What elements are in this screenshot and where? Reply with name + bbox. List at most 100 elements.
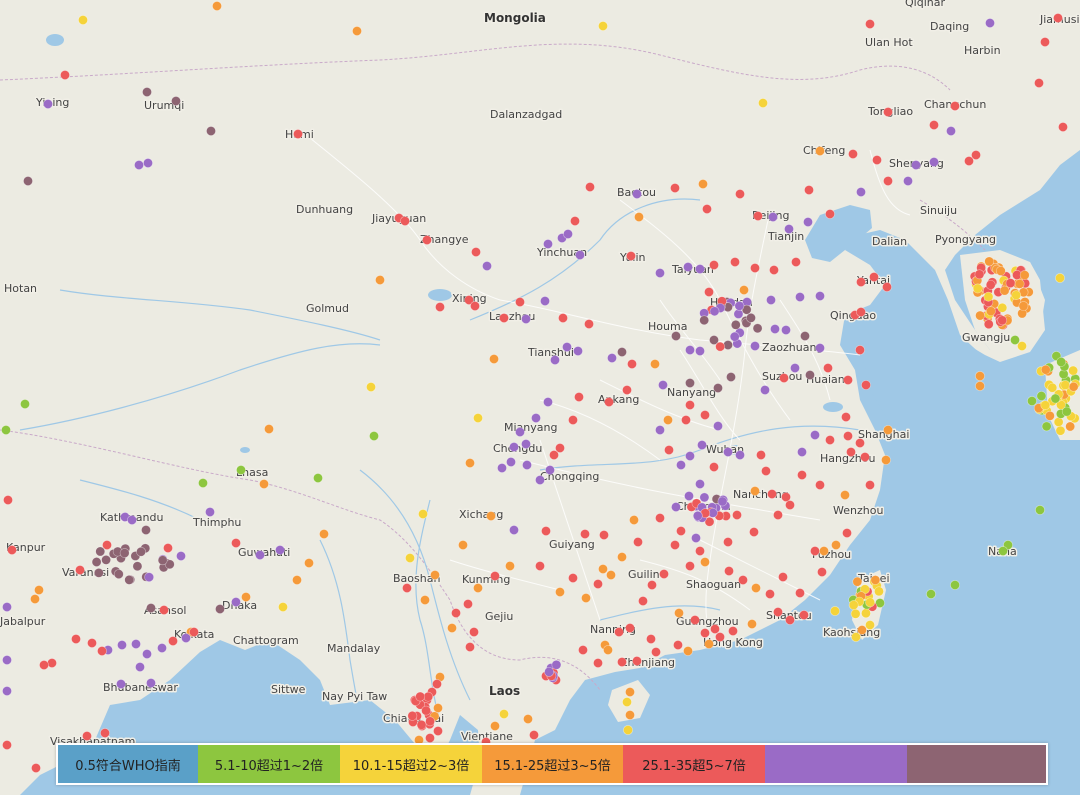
station-dot[interactable] (509, 442, 519, 452)
station-dot[interactable] (709, 335, 719, 345)
station-dot[interactable] (633, 537, 643, 547)
station-dot[interactable] (700, 628, 710, 638)
station-dot[interactable] (865, 480, 875, 490)
station-dot[interactable] (861, 380, 871, 390)
station-dot[interactable] (685, 345, 695, 355)
station-dot[interactable] (1, 425, 11, 435)
station-dot[interactable] (929, 120, 939, 130)
station-dot[interactable] (550, 355, 560, 365)
station-dot[interactable] (765, 589, 775, 599)
station-dot[interactable] (850, 608, 861, 619)
station-dot[interactable] (580, 529, 590, 539)
station-dot[interactable] (964, 156, 974, 166)
station-dot[interactable] (1041, 421, 1052, 432)
station-dot[interactable] (264, 424, 274, 434)
station-dot[interactable] (770, 324, 780, 334)
station-dot[interactable] (568, 573, 578, 583)
station-dot[interactable] (473, 413, 483, 423)
station-dot[interactable] (1036, 391, 1047, 401)
station-dot[interactable] (505, 561, 515, 571)
station-dot[interactable] (463, 599, 473, 609)
station-dot[interactable] (574, 392, 584, 402)
station-dot[interactable] (551, 659, 562, 670)
station-dot[interactable] (846, 447, 856, 457)
station-dot[interactable] (2, 655, 12, 665)
station-dot[interactable] (797, 470, 807, 480)
station-dot[interactable] (141, 525, 151, 535)
station-dot[interactable] (407, 710, 418, 721)
station-dot[interactable] (749, 527, 759, 537)
station-dot[interactable] (482, 261, 492, 271)
station-dot[interactable] (212, 1, 222, 11)
station-dot[interactable] (622, 697, 632, 707)
station-dot[interactable] (695, 346, 705, 356)
station-dot[interactable] (1040, 37, 1050, 47)
station-dot[interactable] (815, 480, 825, 490)
station-dot[interactable] (607, 353, 617, 363)
station-dot[interactable] (819, 546, 829, 556)
station-dot[interactable] (795, 588, 805, 598)
station-dot[interactable] (753, 211, 763, 221)
station-dot[interactable] (805, 370, 815, 380)
station-dot[interactable] (418, 509, 428, 519)
station-dot[interactable] (985, 306, 996, 317)
station-dot[interactable] (1056, 357, 1067, 367)
station-dot[interactable] (785, 615, 795, 625)
station-dot[interactable] (2, 740, 12, 750)
station-dot[interactable] (632, 189, 642, 199)
station-dot[interactable] (799, 610, 809, 620)
station-dot[interactable] (159, 605, 169, 615)
station-dot[interactable] (791, 257, 801, 267)
station-dot[interactable] (143, 158, 153, 168)
station-dot[interactable] (293, 129, 303, 139)
station-dot[interactable] (142, 649, 152, 659)
station-dot[interactable] (113, 569, 124, 580)
station-dot[interactable] (758, 98, 768, 108)
station-dot[interactable] (865, 19, 875, 29)
station-dot[interactable] (975, 381, 985, 391)
station-dot[interactable] (402, 583, 412, 593)
station-dot[interactable] (715, 632, 725, 642)
station-dot[interactable] (950, 580, 960, 590)
station-dot[interactable] (30, 594, 40, 604)
station-dot[interactable] (231, 538, 241, 548)
station-dot[interactable] (430, 570, 440, 580)
station-dot[interactable] (972, 283, 983, 294)
station-dot[interactable] (803, 217, 813, 227)
station-dot[interactable] (617, 657, 627, 667)
station-dot[interactable] (584, 319, 594, 329)
station-dot[interactable] (1005, 278, 1016, 288)
station-dot[interactable] (415, 691, 426, 702)
station-dot[interactable] (535, 561, 545, 571)
station-dot[interactable] (726, 372, 736, 382)
station-dot[interactable] (486, 511, 496, 521)
station-dot[interactable] (181, 633, 191, 643)
station-dot[interactable] (168, 636, 178, 646)
station-dot[interactable] (515, 427, 525, 437)
station-dot[interactable] (872, 155, 882, 165)
station-dot[interactable] (823, 363, 833, 373)
station-dot[interactable] (515, 297, 525, 307)
station-dot[interactable] (695, 479, 705, 489)
station-dot[interactable] (704, 287, 714, 297)
station-dot[interactable] (425, 733, 435, 743)
station-dot[interactable] (205, 507, 215, 517)
station-dot[interactable] (124, 574, 135, 585)
station-dot[interactable] (34, 585, 44, 595)
station-dot[interactable] (2, 602, 12, 612)
station-dot[interactable] (146, 678, 156, 688)
station-dot[interactable] (632, 656, 642, 666)
station-dot[interactable] (292, 575, 302, 585)
station-dot[interactable] (555, 443, 565, 453)
station-dot[interactable] (400, 216, 410, 226)
station-dot[interactable] (531, 413, 541, 423)
station-dot[interactable] (562, 342, 572, 352)
station-dot[interactable] (91, 557, 102, 567)
station-dot[interactable] (746, 312, 756, 323)
station-dot[interactable] (670, 540, 680, 550)
station-dot[interactable] (750, 341, 760, 351)
station-dot[interactable] (31, 763, 41, 773)
station-dot[interactable] (810, 546, 820, 556)
station-dot[interactable] (275, 545, 285, 555)
station-dot[interactable] (189, 627, 199, 637)
